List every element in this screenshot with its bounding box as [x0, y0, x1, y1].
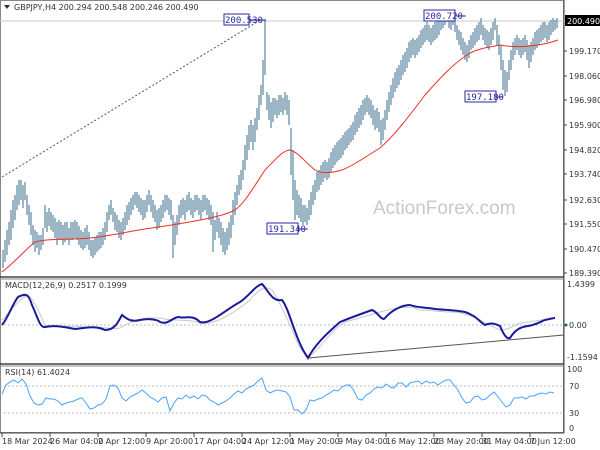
svg-text:198.060: 198.060 — [569, 72, 600, 81]
rsi-panel: RSI(14) 61.4024 100 70 30 0 — [0, 365, 582, 433]
symbol-title: GBPJPY,H4 200.294 200.548 200.246 200.49… — [14, 3, 199, 12]
annotation-200-530: 200.530 — [223, 13, 266, 26]
svg-text:1 May 20:00: 1 May 20:00 — [290, 437, 340, 446]
rsi-label: RSI(14) 61.4024 — [5, 368, 70, 377]
svg-text:2 Apr 12:00: 2 Apr 12:00 — [98, 437, 145, 446]
svg-text:24 Apr 12:00: 24 Apr 12:00 — [242, 437, 294, 446]
svg-text:199.170: 199.170 — [569, 47, 600, 56]
rsi-axis-30: 30 — [569, 409, 579, 418]
svg-text:31 May 04:00: 31 May 04:00 — [482, 437, 537, 446]
svg-text:195.900: 195.900 — [569, 121, 600, 130]
macd-zero-marker — [564, 323, 568, 327]
svg-text:193.740: 193.740 — [569, 170, 600, 179]
svg-text:194.820: 194.820 — [569, 146, 600, 155]
macd-axis-zero: 0.00 — [569, 321, 587, 330]
annotation-200-720: 200.720 — [423, 9, 466, 22]
svg-text:200.530: 200.530 — [225, 16, 263, 26]
svg-text:9 May 04:00: 9 May 04:00 — [338, 437, 388, 446]
svg-text:200.720: 200.720 — [425, 12, 463, 22]
dotted-trendline — [1, 18, 263, 178]
time-axis: 18 Mar 2024 26 Mar 04:00 2 Apr 12:00 9 A… — [1, 433, 576, 446]
macd-trendline — [307, 334, 565, 359]
watermark: ActionForex.com — [373, 198, 516, 219]
svg-text:7 Jun 12:00: 7 Jun 12:00 — [530, 437, 576, 446]
price-bars — [2, 14, 558, 268]
svg-text:16 May 12:00: 16 May 12:00 — [386, 437, 441, 446]
svg-text:190.470: 190.470 — [569, 245, 600, 254]
svg-text:189.390: 189.390 — [569, 269, 600, 278]
price-axis: 200.490 199.170 198.060 196.980 195.900 … — [564, 15, 600, 278]
svg-text:197.180: 197.180 — [466, 93, 504, 103]
macd-axis-min: -1.1594 — [567, 353, 598, 362]
svg-text:9 Apr 20:00: 9 Apr 20:00 — [146, 437, 193, 446]
macd-panel: MACD(12,26,9) 0.2517 0.1999 1.4399 0.00 … — [0, 280, 598, 362]
rsi-line — [1, 377, 555, 415]
svg-text:191.340: 191.340 — [268, 225, 306, 235]
symbol-header: GBPJPY,H4 200.294 200.548 200.246 200.49… — [4, 3, 199, 12]
rsi-axis-0: 0 — [569, 424, 574, 433]
svg-text:26 Mar 04:00: 26 Mar 04:00 — [50, 437, 103, 446]
moving-average-line — [1, 39, 559, 273]
annotation-197-180: 197.180 — [464, 90, 504, 103]
svg-text:23 May 20:00: 23 May 20:00 — [434, 437, 489, 446]
svg-text:191.550: 191.550 — [569, 220, 600, 229]
svg-text:17 Apr 04:00: 17 Apr 04:00 — [194, 437, 246, 446]
rsi-axis-100: 100 — [567, 365, 582, 374]
svg-text:196.980: 196.980 — [569, 96, 600, 105]
macd-label: MACD(12,26,9) 0.2517 0.1999 — [5, 281, 127, 290]
svg-text:192.630: 192.630 — [569, 196, 600, 205]
current-price-label: 200.490 — [567, 17, 600, 26]
svg-text:18 Mar 2024: 18 Mar 2024 — [2, 437, 53, 446]
rsi-axis-70: 70 — [569, 382, 579, 391]
dropdown-triangle-icon[interactable] — [4, 5, 10, 9]
macd-axis-max: 1.4399 — [567, 280, 595, 289]
macd-main-line — [1, 282, 556, 360]
chart-frame — [0, 0, 564, 433]
annotation-191-340: 191.340 — [266, 222, 308, 235]
current-price-badge — [565, 15, 600, 26]
